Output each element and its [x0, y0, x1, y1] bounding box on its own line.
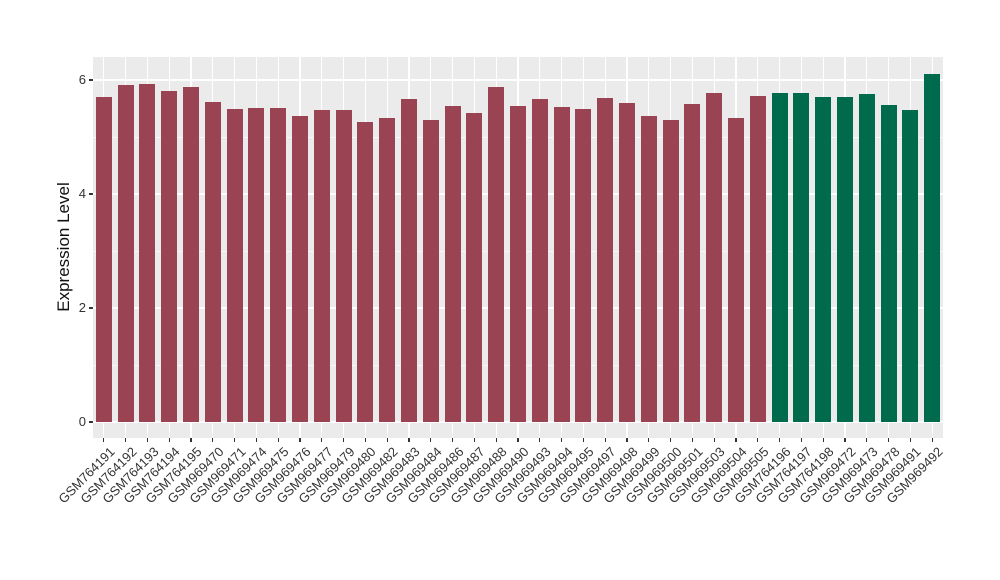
x-tick [626, 438, 628, 442]
x-tick [386, 438, 388, 442]
x-tick [234, 438, 236, 442]
bar-GSM969482 [379, 118, 396, 422]
x-tick [430, 438, 432, 442]
bar-GSM969488 [488, 87, 505, 422]
bar-GSM764193 [139, 84, 156, 422]
bar-GSM969473 [858, 94, 875, 422]
x-tick [560, 438, 563, 442]
bar-GSM764198 [815, 97, 832, 422]
x-tick [582, 438, 584, 442]
bar-GSM969492 [924, 73, 941, 422]
x-tick [277, 438, 279, 442]
x-tick [517, 438, 519, 442]
x-tick [103, 438, 105, 442]
x-tick [604, 438, 606, 442]
bar-GSM764195 [183, 87, 200, 422]
x-tick [539, 438, 541, 442]
x-tick [909, 438, 911, 442]
bar-GSM969499 [640, 116, 657, 422]
bar-GSM969477 [313, 110, 330, 422]
bar-GSM764194 [161, 91, 178, 422]
x-tick [190, 438, 192, 442]
x-tick [844, 438, 846, 442]
bar-GSM969505 [749, 95, 766, 422]
bar-GSM969476 [292, 115, 309, 422]
bar-GSM969490 [510, 106, 526, 422]
bar-GSM969503 [706, 93, 723, 422]
y-tick [89, 421, 93, 423]
x-tick [495, 438, 497, 442]
bar-GSM969483 [401, 99, 418, 422]
x-tick [713, 438, 715, 442]
x-tick [473, 438, 475, 442]
bar-GSM969500 [662, 120, 679, 422]
bar-GSM764196 [771, 93, 788, 422]
bar-GSM969498 [618, 103, 635, 422]
x-tick [364, 438, 367, 442]
bar-GSM969470 [204, 101, 221, 422]
bar-GSM969495 [575, 109, 592, 422]
bar-GSM969504 [727, 118, 744, 422]
bar-GSM969493 [531, 99, 548, 422]
plot-panel [93, 57, 943, 438]
x-tick [146, 438, 149, 442]
bar-GSM969471 [226, 109, 243, 422]
x-tick [255, 438, 258, 442]
y-tick-label: 2 [78, 300, 86, 315]
bar-GSM764197 [793, 93, 810, 422]
bar-GSM969478 [880, 105, 897, 422]
bar-GSM969491 [902, 109, 919, 422]
x-tick [866, 438, 868, 442]
x-tick [299, 438, 301, 442]
x-tick [452, 438, 454, 442]
x-tick [778, 438, 781, 442]
y-tick-label: 4 [78, 186, 86, 201]
x-tick [168, 438, 170, 442]
bar-GSM969472 [836, 97, 853, 422]
x-tick [691, 438, 693, 442]
bar-GSM969486 [444, 106, 461, 422]
bar-GSM969487 [466, 112, 483, 422]
y-tick [89, 79, 93, 81]
bar-GSM764191 [95, 97, 112, 422]
x-tick [343, 438, 345, 442]
bar-GSM969494 [553, 107, 570, 422]
bar-GSM969497 [597, 97, 614, 422]
x-tick [669, 438, 672, 442]
x-tick [321, 438, 323, 442]
bar-GSM969479 [335, 110, 352, 422]
bar-GSM969484 [422, 119, 439, 422]
bar-GSM969475 [270, 107, 287, 422]
x-tick [212, 438, 214, 442]
y-tick [89, 193, 93, 195]
bar-GSM764192 [117, 84, 134, 422]
bar-GSM969501 [684, 103, 701, 422]
y-tick-label: 0 [78, 414, 86, 429]
x-tick [648, 438, 650, 442]
x-tick [887, 438, 890, 442]
x-tick [408, 438, 410, 442]
x-tick [931, 438, 933, 442]
x-tick [822, 438, 824, 442]
x-tick [125, 438, 127, 442]
bar-GSM969480 [357, 122, 374, 422]
x-tick [757, 438, 759, 442]
x-tick [800, 438, 802, 442]
y-tick [89, 307, 93, 309]
x-tick [735, 438, 737, 442]
y-tick-label: 6 [78, 72, 86, 87]
bar-GSM969474 [248, 107, 265, 422]
